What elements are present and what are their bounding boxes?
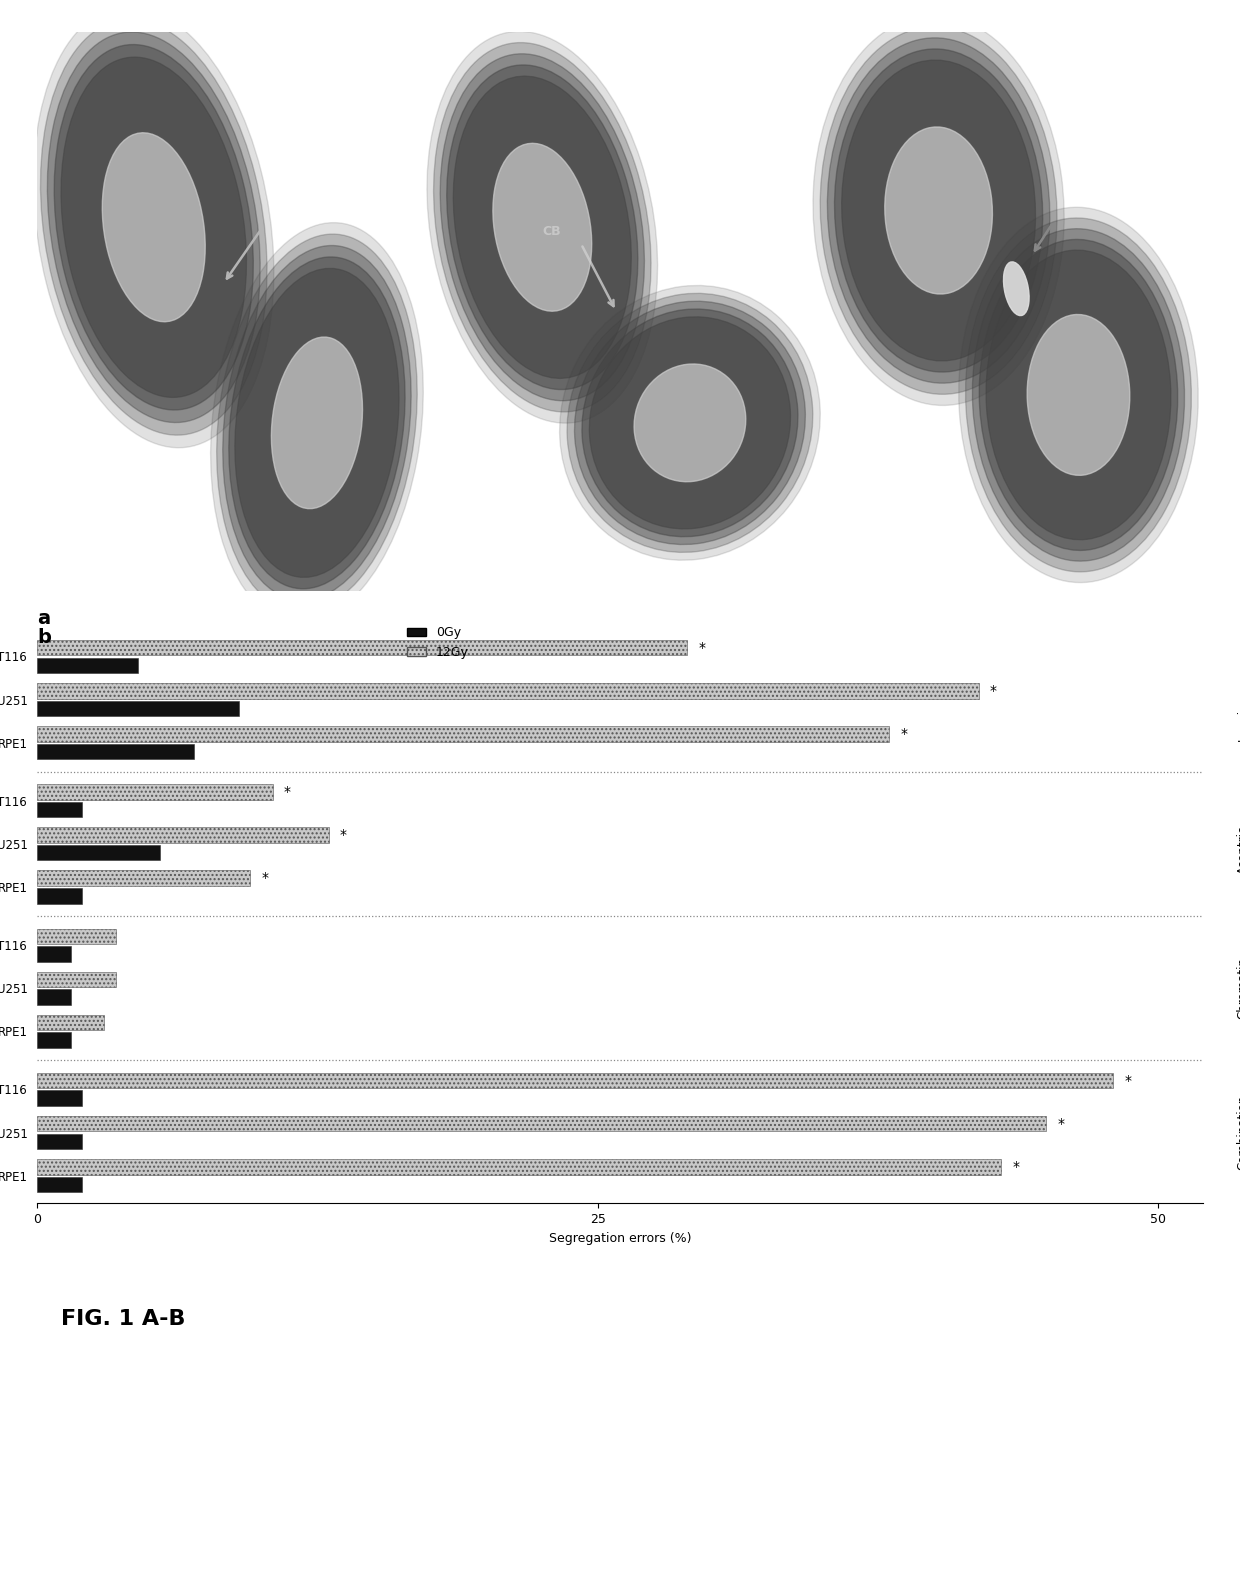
Bar [37,803,82,817]
Text: Combination
(LC+AC): Combination (LC+AC) [1236,1095,1240,1170]
Ellipse shape [559,285,820,560]
Ellipse shape [102,133,206,321]
Ellipse shape [234,269,399,578]
Ellipse shape [492,144,591,312]
Ellipse shape [567,293,812,552]
Text: AC: AC [1094,147,1112,160]
Text: *: * [262,871,268,885]
Ellipse shape [61,57,247,397]
Ellipse shape [574,301,805,545]
Ellipse shape [986,250,1171,540]
Text: LC: LC [270,203,288,217]
Bar [37,888,82,904]
Bar [37,1073,1114,1088]
Ellipse shape [634,364,745,481]
Text: *: * [990,684,997,698]
Bar [37,1015,104,1031]
Ellipse shape [972,228,1184,560]
Ellipse shape [966,218,1192,571]
Text: Lagging
chromosomes: Lagging chromosomes [1236,659,1240,741]
Ellipse shape [582,309,797,537]
Bar [37,640,687,655]
Bar [37,1176,82,1192]
Ellipse shape [813,16,1064,405]
Ellipse shape [835,49,1043,372]
Ellipse shape [980,239,1178,551]
Bar [37,871,250,886]
Bar [37,1159,1001,1175]
Bar [37,1116,1045,1132]
Ellipse shape [272,337,362,508]
Ellipse shape [885,127,992,294]
Bar [37,929,115,943]
Bar [37,845,160,861]
Text: *: * [340,828,347,842]
Text: *: * [1125,1073,1131,1088]
Legend: 0Gy, 12Gy: 0Gy, 12Gy [402,621,474,663]
Ellipse shape [223,245,412,600]
Text: *: * [284,785,290,799]
Bar [37,701,239,716]
Text: a: a [37,609,51,628]
Ellipse shape [820,27,1056,394]
Bar [37,1133,82,1149]
Ellipse shape [1027,315,1130,475]
Text: FIG. 1 A-B: FIG. 1 A-B [61,1309,185,1328]
Ellipse shape [427,32,657,423]
Bar [37,657,138,673]
Bar [37,989,71,1005]
Ellipse shape [33,6,274,448]
Ellipse shape [454,76,631,378]
Bar [37,947,71,962]
Ellipse shape [229,256,405,589]
Ellipse shape [1003,261,1029,315]
Bar [37,1032,71,1048]
Ellipse shape [589,317,790,529]
Ellipse shape [446,65,637,389]
Ellipse shape [842,60,1035,361]
Ellipse shape [41,19,267,435]
Text: CB: CB [542,225,560,239]
Ellipse shape [827,38,1050,383]
Bar [37,1091,82,1107]
Ellipse shape [440,54,645,400]
Ellipse shape [959,207,1198,583]
Bar [37,727,889,741]
X-axis label: Segregation errors (%): Segregation errors (%) [549,1232,691,1244]
Ellipse shape [55,44,253,410]
Ellipse shape [47,32,260,423]
Bar [37,784,273,799]
Bar [37,682,978,698]
Text: *: * [900,727,908,741]
Text: b: b [37,628,51,647]
Ellipse shape [217,234,417,611]
Bar [37,972,115,988]
Ellipse shape [211,223,423,624]
Bar [37,828,329,842]
Text: *: * [1012,1160,1019,1173]
Text: Chromatin
bridges: Chromatin bridges [1236,958,1240,1019]
Text: *: * [698,641,706,655]
Bar [37,744,195,760]
Ellipse shape [434,43,651,412]
Text: *: * [1056,1116,1064,1130]
Text: Acentric
chromatin: Acentric chromatin [1236,814,1240,874]
